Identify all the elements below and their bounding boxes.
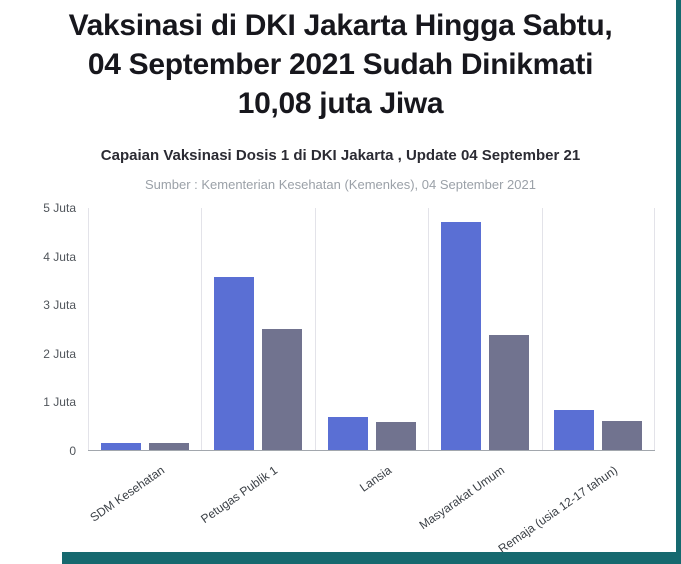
frame-border-right (676, 0, 681, 564)
vertical-gridline (201, 208, 203, 451)
page-title-line-1: Vaksinasi di DKI Jakarta Hingga Sabtu, (68, 9, 613, 42)
chart-subtitle: Sumber : Kementerian Kesehatan (Kemenkes… (145, 177, 536, 192)
vertical-gridline (654, 208, 655, 451)
x-axis-baseline (88, 450, 655, 451)
page-title-line-2: 04 September 2021 Sudah Dinikmati (87, 48, 594, 81)
page-title: Vaksinasi di DKI Jakarta Hingga Sabtu, 0… (16, 6, 665, 123)
y-axis-tick-label: 5 Juta (43, 201, 76, 215)
page-title-line-3: 10,08 juta Jiwa (237, 87, 444, 120)
bar-series-1-blue (100, 442, 141, 450)
vertical-gridline (428, 208, 430, 451)
y-axis-tick-label: 2 Juta (43, 346, 76, 361)
frame-border-bottom (62, 552, 681, 564)
bar-series-2-gray (375, 422, 416, 450)
bar-series-2-gray (148, 442, 189, 450)
plot-area: SDM Kesehatan Petugas Publik 1 Lansia Masya… (87, 208, 655, 556)
bar-series-1-blue (554, 410, 595, 450)
bar-series-2-gray (602, 420, 643, 450)
bar-series-1-blue (327, 416, 368, 450)
bar-series-2-gray (488, 334, 529, 450)
y-axis: 5 Juta 4 Juta 3 Juta 2 Juta 1 Juta 0 (10, 201, 88, 458)
bar-series-2-gray (262, 328, 303, 450)
vaccination-bar-chart: 5 Juta 4 Juta 3 Juta 2 Juta 1 Juta 0 SDM Kese… (10, 201, 681, 556)
y-axis-tick-label: 4 Juta (43, 249, 76, 264)
bar-series-1-blue (440, 221, 481, 450)
y-axis-tick-label: 3 Juta (43, 298, 76, 313)
y-axis-tick-label: 0 (69, 444, 76, 458)
bar-series-1-blue (214, 277, 255, 450)
y-axis-tick-label: 1 Juta (43, 395, 76, 410)
chart-title: Capaian Vaksinasi Dosis 1 di DKI Jakarta… (100, 147, 581, 164)
vertical-gridline (88, 208, 89, 451)
x-axis-category-label: SDM Kesehatan (87, 463, 167, 525)
vertical-gridline (314, 208, 316, 451)
vertical-gridline (541, 208, 543, 451)
